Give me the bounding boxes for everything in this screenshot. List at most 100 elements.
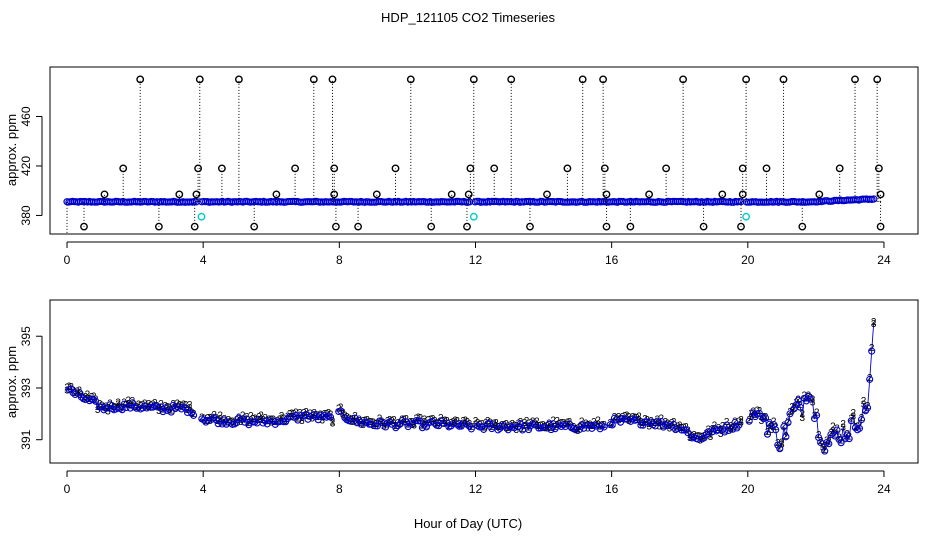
bottom-green-point: 2	[765, 427, 771, 438]
bottom-blue-digit: 3	[299, 416, 305, 427]
top-black-point-low	[190, 222, 199, 231]
bottom-green-point: 2	[299, 413, 305, 424]
bottom-green-point: 2	[450, 417, 456, 428]
bottom-blue-point	[128, 399, 136, 407]
bottom-green-point: 2	[483, 418, 489, 429]
bottom-green-point: 2	[260, 415, 266, 426]
bottom-green-point: 2	[173, 403, 179, 414]
top-panel: 0 4 8 12 16 20 24 380 420 460 approx. ppm	[4, 66, 919, 267]
top-ylabel: approx. ppm	[4, 114, 19, 186]
bottom-green-point: 2	[748, 409, 754, 420]
bottom-blue-point	[163, 406, 171, 414]
bottom-blue-point	[183, 408, 192, 417]
bottom-blue-point	[813, 411, 821, 419]
bottom-blue-point	[831, 432, 839, 440]
bottom-blue-digit: 3	[830, 426, 836, 437]
bottom-blue-digit: 3	[473, 419, 479, 430]
top-black-point-small	[330, 190, 339, 199]
bottom-green-point: 2	[501, 420, 507, 431]
bottom-green-point: 2	[313, 410, 319, 421]
bottom-green-point: 2	[814, 408, 820, 419]
bottom-blue-digit: 3	[330, 419, 336, 430]
bottom-blue-digit: 3	[779, 439, 785, 450]
bottom-green-point: 2	[258, 411, 264, 422]
bottom-green-point: 2	[103, 401, 109, 412]
bottom-blue-point	[763, 430, 772, 438]
bottom-green-point: 2	[779, 437, 785, 448]
bottom-blue-digit: 3	[800, 413, 806, 424]
bottom-green-point: 2	[391, 415, 397, 426]
top-x-tick-label: 4	[200, 253, 207, 267]
bottom-blue-digit: 3	[493, 421, 499, 432]
bottom-blue-point	[416, 417, 424, 425]
top-x-tick-label: 24	[877, 253, 891, 267]
bottom-green-point: 2	[585, 420, 591, 431]
bottom-green-point: 2	[822, 445, 828, 456]
bottom-green-point: 2	[857, 421, 863, 432]
bottom-green-point: 2	[575, 424, 581, 435]
bottom-green-point: 2	[158, 399, 164, 410]
bottom-blue-point	[418, 424, 426, 432]
bottom-green-point: 2	[222, 414, 228, 425]
bottom-green-point: 2	[561, 418, 567, 429]
top-plot-frame	[49, 66, 919, 235]
bottom-blue-digit: 3	[115, 400, 121, 411]
bottom-blue-point	[480, 425, 488, 433]
top-black-point-small	[543, 190, 551, 199]
x-axis-label: Hour of Day (UTC)	[414, 516, 522, 531]
top-black-point-mid	[119, 164, 128, 173]
bottom-green-point: 2	[828, 428, 834, 439]
bottom-green-point: 2	[689, 431, 695, 442]
bottom-green-point: 2	[205, 413, 211, 424]
bottom-x-tick-label: 16	[605, 482, 619, 496]
bottom-blue-digit: 3	[616, 416, 622, 427]
bottom-green-point: 2	[170, 399, 176, 410]
bottom-blue-digit: 3	[238, 417, 244, 428]
top-x-tick-label: 20	[741, 253, 755, 267]
bottom-green-point: 2	[385, 416, 391, 427]
bottom-green-point: 2	[101, 402, 107, 413]
bottom-green-point: 2	[552, 422, 558, 433]
bottom-green-point: 2	[328, 410, 334, 421]
bottom-green-point: 2	[730, 423, 736, 434]
bottom-blue-point	[122, 403, 130, 412]
bottom-green-point: 2	[522, 418, 528, 429]
bottom-y-tick-label: 391	[19, 429, 33, 449]
bottom-blue-point	[71, 390, 79, 399]
bottom-green-point: 2	[348, 415, 354, 426]
bottom-blue-digit: 3	[636, 415, 642, 426]
bottom-green-point: 2	[119, 403, 125, 414]
bottom-green-point: 2	[751, 407, 757, 418]
bottom-blue-point	[866, 375, 874, 383]
bottom-y-tick-label: 395	[19, 326, 33, 346]
bottom-green-point: 2	[219, 418, 225, 429]
top-black-point-low	[737, 222, 745, 231]
bottom-blue-digit: 3	[371, 421, 377, 432]
bottom-green-point: 2	[360, 416, 366, 427]
bottom-green-point: 2	[487, 417, 493, 428]
bottom-blue-point	[851, 424, 859, 432]
top-black-point-mid	[600, 164, 609, 173]
bottom-green-point: 2	[844, 429, 850, 440]
bottom-green-point: 2	[795, 394, 801, 405]
bottom-green-point: 2	[832, 430, 838, 441]
bottom-blue-point	[578, 421, 586, 429]
bottom-blue-digit: 3	[851, 411, 857, 422]
bottom-green-point: 2	[542, 421, 548, 432]
bottom-green-point: 2	[336, 404, 342, 415]
bottom-green-point: 2	[446, 421, 452, 432]
top-black-point-mid	[217, 164, 226, 173]
bottom-green-point: 2	[266, 415, 272, 426]
bottom-green-point: 2	[271, 414, 277, 425]
bottom-blue-point	[837, 439, 845, 447]
bottom-green-point: 2	[154, 401, 160, 412]
bottom-blue-point	[214, 420, 222, 428]
bottom-blue-point	[745, 417, 753, 425]
bottom-green-point: 2	[679, 423, 685, 434]
top-black-point-high	[136, 75, 145, 84]
bottom-green-point: 2	[614, 413, 620, 424]
bottom-blue-digit: 3	[136, 403, 142, 414]
bottom-green-point: 2	[810, 395, 816, 406]
bottom-green-point: 2	[438, 413, 444, 424]
bottom-green-point: 2	[136, 399, 142, 410]
